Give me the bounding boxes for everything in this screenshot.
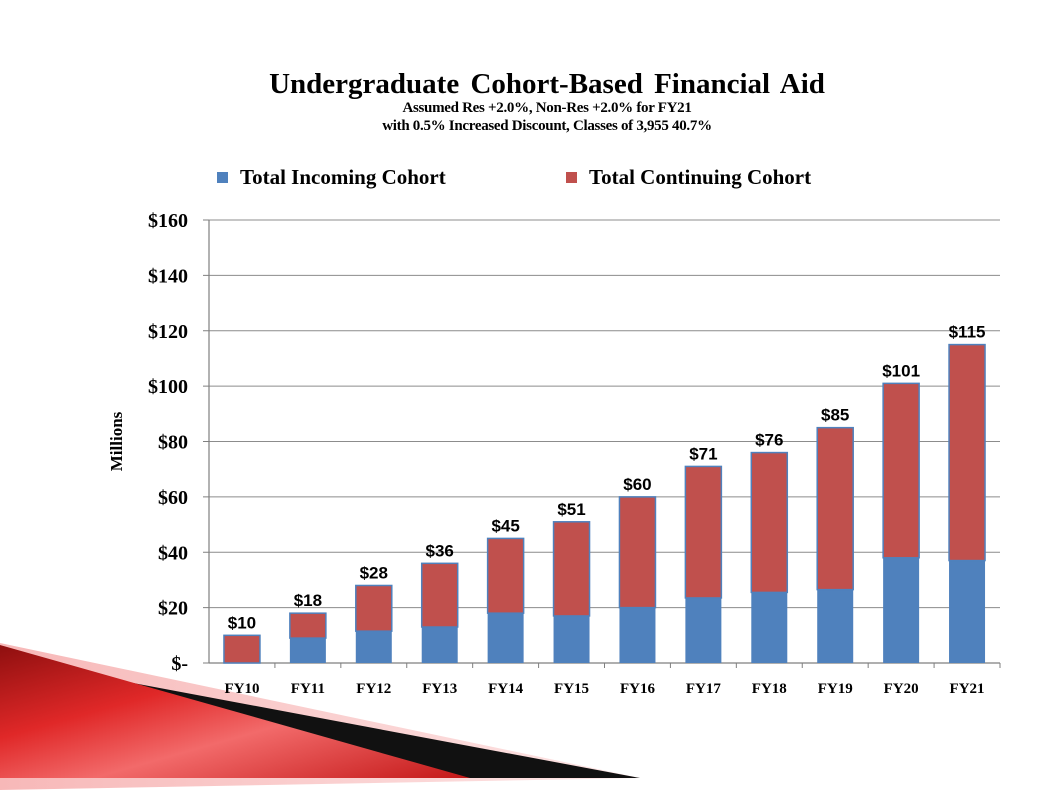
chart-legend: Total Incoming Cohort Total Continuing C…	[0, 165, 1044, 193]
chart-axes: $- $20 $40 $60 $80 $100 $120 $140 $160 Millions	[107, 210, 1001, 675]
bar-incoming	[355, 631, 392, 663]
legend-label-continuing: Total Continuing Cohort	[589, 165, 812, 189]
data-label-total: $85	[821, 406, 849, 425]
y-tick-label: $80	[158, 432, 188, 454]
bar-incoming	[817, 589, 854, 663]
bar-continuing	[486, 537, 525, 614]
bar-incoming	[619, 607, 656, 663]
legend-swatch-incoming	[217, 172, 228, 183]
data-label-total: $18	[294, 591, 322, 610]
bar-continuing	[420, 562, 459, 628]
bar-incoming	[751, 592, 788, 663]
bar-incoming	[685, 597, 722, 663]
bar-continuing	[816, 426, 854, 591]
x-tick-label: FY17	[686, 681, 721, 697]
data-label-total: $60	[623, 475, 651, 494]
bar-continuing	[948, 343, 986, 562]
chart-subtitle-line-2: with 0.5% Increased Discount, Classes of…	[382, 118, 712, 134]
chart-labels: FY10 $10 FY11 $18 FY12 $28 FY13 $36 FY14 $45 FY15 $…	[224, 323, 985, 697]
y-tick-label: $120	[148, 321, 188, 343]
chart-bars	[223, 343, 986, 664]
bar-continuing	[552, 521, 591, 617]
y-tick-label: $140	[148, 265, 188, 287]
bar-continuing	[882, 382, 920, 559]
x-tick-label: FY10	[224, 681, 259, 697]
bar-continuing	[289, 612, 327, 639]
chart-gridlines	[209, 219, 1000, 609]
bar-incoming	[553, 615, 590, 663]
bar-incoming	[487, 613, 524, 663]
legend-swatch-continuing	[566, 172, 577, 183]
data-label-total: $51	[557, 500, 585, 519]
bar-continuing	[355, 584, 393, 632]
x-tick-label: FY14	[488, 681, 523, 697]
slide-corner-decoration	[0, 643, 640, 790]
x-tick-label: FY13	[422, 681, 457, 697]
data-label-total: $36	[426, 541, 454, 560]
x-tick-label: FY15	[554, 681, 589, 697]
y-tick-label: $160	[148, 210, 188, 232]
bar-incoming	[883, 557, 920, 663]
decoration-red-wedge	[0, 645, 470, 778]
y-axis-title: Millions	[107, 411, 126, 471]
legend-item-continuing: Total Continuing Cohort	[566, 165, 811, 190]
data-label-total: $28	[360, 563, 388, 582]
data-label-total: $76	[755, 431, 783, 450]
bar-continuing	[684, 465, 723, 599]
legend-label-incoming: Total Incoming Cohort	[240, 165, 446, 189]
x-tick-label: FY21	[950, 681, 985, 697]
data-label-total: $10	[228, 613, 256, 632]
x-tick-label: FY19	[818, 681, 853, 697]
chart-subtitle-line-1: Assumed Res +2.0%, Non-Res +2.0% for FY2…	[402, 100, 692, 116]
chart-title: Undergraduate Cohort-Based Financial Aid	[269, 68, 825, 100]
bar-incoming	[421, 627, 458, 663]
bar-continuing	[223, 634, 261, 664]
y-tick-label: $40	[158, 542, 188, 564]
bar-incoming	[949, 560, 986, 663]
bar-continuing	[618, 496, 657, 609]
legend-item-incoming: Total Incoming Cohort	[217, 165, 446, 190]
y-tick-label: $-	[171, 653, 188, 675]
y-tick-label: $60	[158, 487, 188, 509]
x-tick-label: FY18	[752, 681, 787, 697]
bar-continuing	[750, 451, 789, 594]
x-tick-label: FY16	[620, 681, 655, 697]
data-label-total: $115	[949, 323, 986, 342]
data-label-total: $101	[882, 361, 920, 380]
x-tick-label: FY20	[884, 681, 919, 697]
x-tick-label: FY11	[291, 681, 325, 697]
y-tick-label: $100	[148, 376, 188, 398]
x-tick-label: FY12	[356, 681, 391, 697]
y-tick-label: $20	[158, 598, 188, 620]
bar-incoming	[289, 638, 326, 663]
data-label-total: $45	[491, 516, 519, 535]
data-label-total: $71	[689, 444, 717, 463]
